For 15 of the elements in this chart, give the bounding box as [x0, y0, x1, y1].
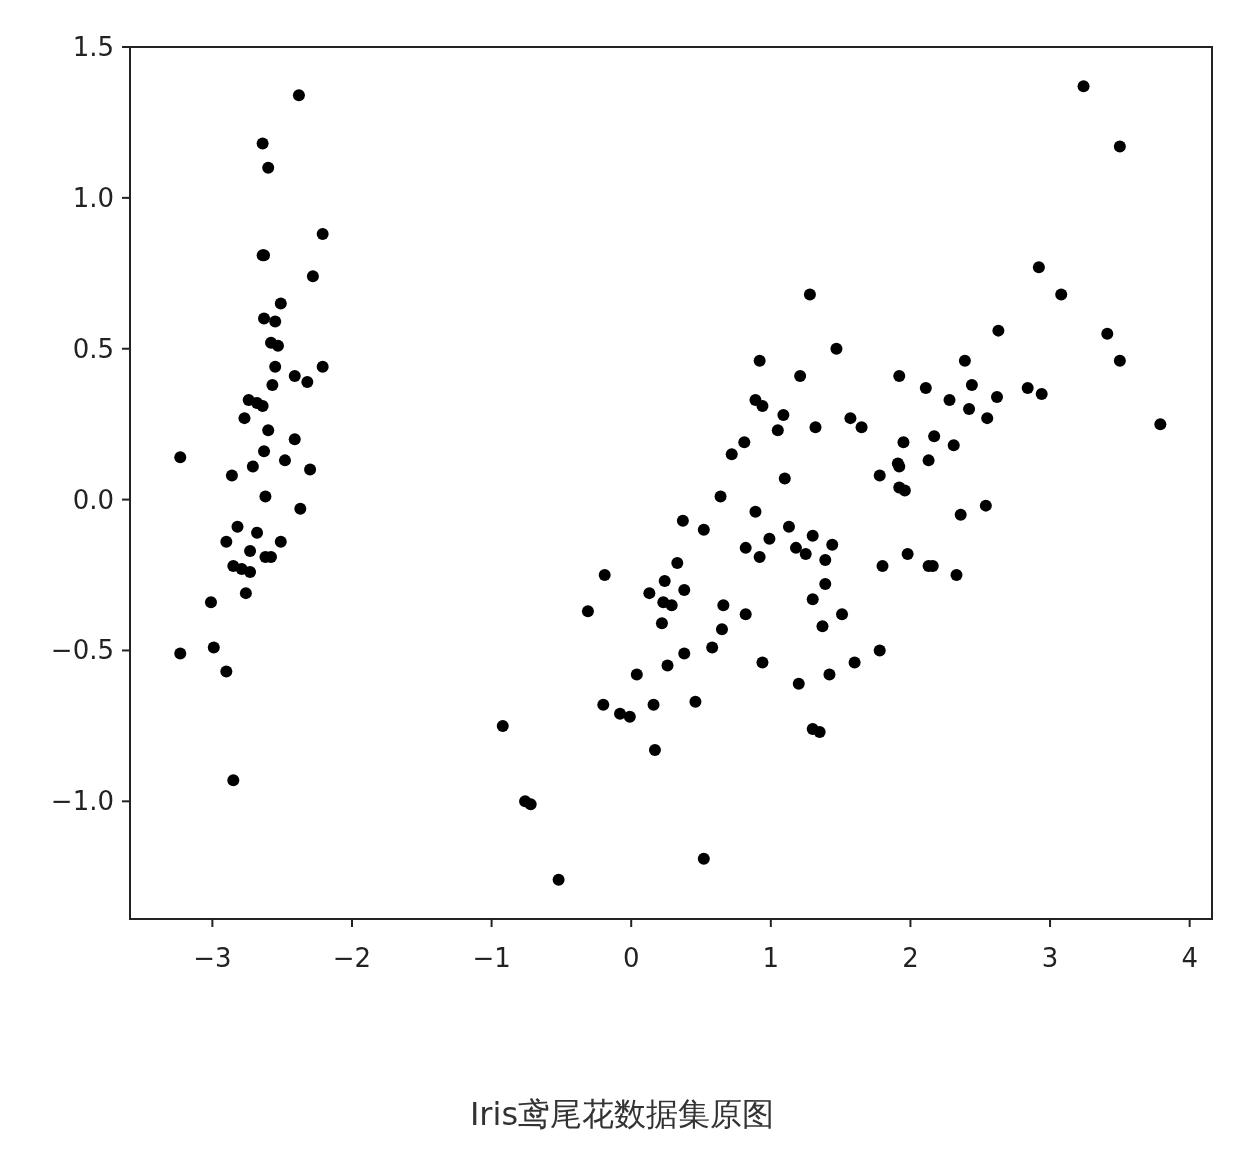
y-tick-label: 1.0	[72, 182, 114, 213]
x-tick-label: 1	[762, 943, 780, 973]
x-tick-label: 4	[1181, 943, 1198, 973]
y-tick-label: −1.0	[50, 786, 114, 817]
y-tick-label: 0.0	[72, 484, 114, 515]
text: Iris鸢尾花数据集原图	[469, 1095, 775, 1133]
x-tick-label: −2	[332, 943, 372, 973]
y-tick-label: −0.5	[50, 635, 114, 666]
x-tick-label: 3	[1041, 943, 1059, 973]
x-tick-label: 0	[622, 943, 640, 973]
x-tick-label: −1	[472, 943, 511, 973]
y-tick-label: 0.5	[72, 333, 114, 364]
x-tick-label: −3	[193, 943, 232, 973]
x-tick-label: 2	[902, 943, 919, 973]
y-tick-label: 1.5	[72, 32, 114, 62]
